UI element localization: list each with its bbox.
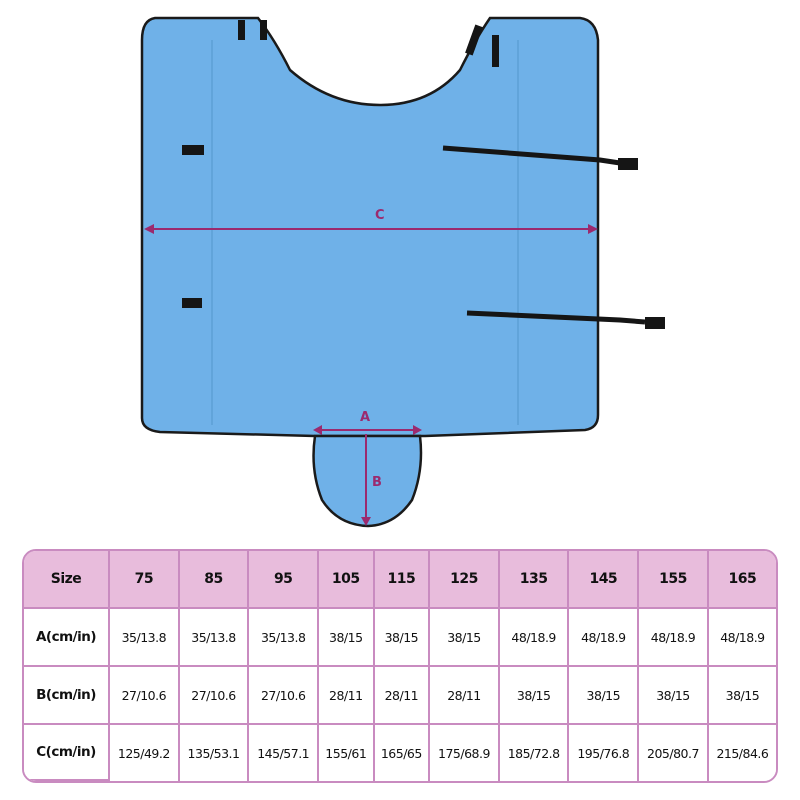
header-size: 85: [179, 551, 250, 609]
header-size: 125: [430, 551, 500, 609]
table-cell: 48/18.9: [708, 609, 776, 667]
buckle-icon: [465, 24, 483, 56]
buckle-icon: [645, 317, 665, 329]
blanket-body: [140, 16, 600, 438]
table-cell: 38/15: [499, 667, 570, 725]
table-cell: 38/15: [430, 609, 500, 667]
header-size: 135: [499, 551, 570, 609]
dimension-c-label: C: [375, 208, 385, 223]
product-diagram: C A B: [140, 16, 665, 528]
header-size-label: Size: [24, 551, 110, 609]
table-cell: 35/13.8: [110, 609, 180, 667]
table-row: C(cm/in) 125/49.2 135/53.1 145/57.1 155/61 16…: [24, 725, 776, 781]
table-cell: 205/80.7: [639, 725, 709, 781]
table-cell: 35/13.8: [179, 609, 250, 667]
table-row: A(cm/in) 35/13.8 35/13.8 35/13.8 38/15 38/15 3…: [24, 609, 776, 667]
table-cell: 145/57.1: [249, 725, 320, 781]
buckle-icon: [618, 158, 638, 170]
table-cell: 48/18.9: [569, 609, 640, 667]
table-cell: 135/53.1: [179, 725, 250, 781]
strap-lower: [466, 310, 646, 325]
table-cell: 35/13.8: [249, 609, 320, 667]
arrow-left-icon: [313, 425, 322, 435]
table-cell: 38/15: [639, 667, 709, 725]
arrow-left-icon: [144, 224, 154, 234]
row-label: C(cm/in): [24, 725, 110, 781]
table-cell: 38/15: [708, 667, 776, 725]
table-cell: 48/18.9: [499, 609, 570, 667]
row-label: B(cm/in): [24, 667, 110, 725]
header-size: 105: [319, 551, 375, 609]
table-cell: 38/15: [569, 667, 640, 725]
arrow-down-icon: [361, 517, 371, 526]
table-cell: 38/15: [319, 609, 375, 667]
table-cell: 125/49.2: [110, 725, 180, 781]
buckle-icon: [492, 35, 499, 67]
table-cell: 195/76.8: [569, 725, 640, 781]
buckle-icon: [182, 145, 204, 155]
table-cell: 27/10.6: [249, 667, 320, 725]
table-cell: 185/72.8: [499, 725, 570, 781]
header-size: 145: [569, 551, 640, 609]
buckle-icon: [238, 20, 245, 40]
header-size: 115: [374, 551, 431, 609]
table-cell: 175/68.9: [430, 725, 500, 781]
size-chart-table: Size 75 85 95 105 115 125 135 145 155 16…: [22, 549, 778, 783]
arrow-right-icon: [413, 425, 422, 435]
buckle-icon: [182, 298, 202, 308]
table-cell: 28/11: [430, 667, 500, 725]
dimension-b-label: B: [372, 475, 382, 490]
table-cell: 38/15: [374, 609, 431, 667]
table-cell: 28/11: [374, 667, 431, 725]
arrow-right-icon: [588, 224, 598, 234]
table-cell: 27/10.6: [179, 667, 250, 725]
table-cell: 27/10.6: [110, 667, 180, 725]
row-label: A(cm/in): [24, 609, 110, 667]
dimension-a-label: A: [360, 410, 370, 425]
table-cell: 28/11: [319, 667, 375, 725]
table-cell: 165/65: [374, 725, 431, 781]
header-size: 75: [110, 551, 180, 609]
table-row: B(cm/in) 27/10.6 27/10.6 27/10.6 28/11 28/11 2…: [24, 667, 776, 725]
table-header-row: Size 75 85 95 105 115 125 135 145 155 16…: [24, 551, 776, 609]
table-cell: 215/84.6: [708, 725, 776, 781]
header-size: 95: [249, 551, 320, 609]
strap-upper: [442, 145, 621, 166]
table-cell: 155/61: [319, 725, 375, 781]
header-size: 155: [639, 551, 709, 609]
buckle-icon: [260, 20, 267, 40]
header-size: 165: [708, 551, 776, 609]
table-cell: 48/18.9: [639, 609, 709, 667]
tail-flap: [312, 434, 423, 528]
